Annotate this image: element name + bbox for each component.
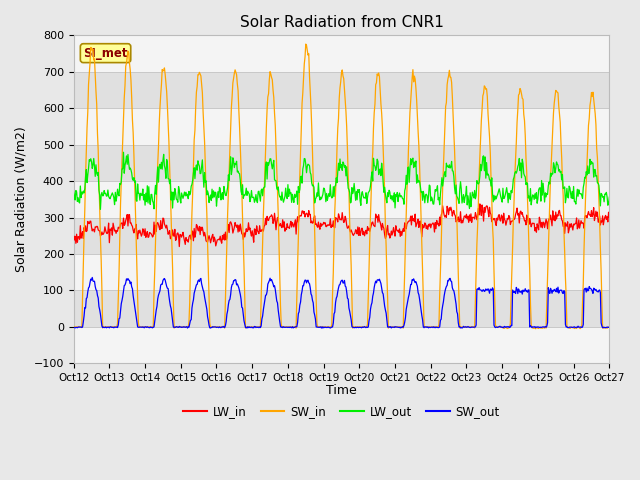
Title: Solar Radiation from CNR1: Solar Radiation from CNR1: [239, 15, 444, 30]
Bar: [74, 327, 609, 363]
Bar: [74, 217, 609, 254]
Bar: [74, 181, 609, 217]
SW_out: [335, 285, 342, 291]
Bar: [74, 36, 609, 72]
LW_in: [476, 201, 484, 207]
SW_in: [605, 324, 613, 330]
SW_in: [558, 155, 566, 161]
LW_out: [120, 149, 127, 155]
LW_out: [335, 160, 342, 166]
Bar: [74, 108, 609, 144]
LW_in: [386, 235, 394, 241]
Text: SI_met: SI_met: [83, 47, 128, 60]
Bar: [74, 72, 609, 108]
LW_in: [558, 217, 566, 223]
LW_in: [175, 244, 183, 250]
LW_out: [97, 206, 104, 212]
SW_in: [439, 185, 447, 191]
LW_out: [605, 194, 613, 200]
SW_in: [188, 236, 195, 241]
SW_out: [189, 300, 196, 306]
LW_in: [334, 219, 342, 225]
SW_out: [605, 324, 613, 330]
LW_out: [189, 178, 196, 183]
SW_out: [440, 299, 447, 305]
LW_out: [387, 196, 394, 202]
SW_in: [70, 324, 77, 330]
LW_out: [558, 177, 566, 183]
SW_out: [184, 325, 191, 331]
SW_in: [386, 324, 394, 330]
SW_in: [211, 324, 218, 330]
SW_in: [532, 326, 540, 332]
Line: SW_out: SW_out: [74, 277, 609, 328]
Bar: [74, 254, 609, 290]
SW_in: [302, 41, 310, 47]
Bar: [74, 290, 609, 327]
LW_out: [440, 177, 447, 183]
LW_in: [70, 233, 77, 239]
SW_out: [387, 324, 394, 330]
Legend: LW_in, SW_in, LW_out, SW_out: LW_in, SW_in, LW_out, SW_out: [179, 401, 504, 423]
SW_in: [334, 125, 342, 131]
Line: LW_in: LW_in: [74, 204, 609, 247]
LW_in: [211, 237, 219, 242]
SW_out: [88, 275, 96, 280]
Y-axis label: Solar Radiation (W/m2): Solar Radiation (W/m2): [15, 127, 28, 272]
LW_in: [439, 203, 447, 209]
SW_out: [70, 324, 77, 330]
Line: SW_in: SW_in: [74, 44, 609, 329]
Line: LW_out: LW_out: [74, 152, 609, 209]
SW_out: [558, 288, 566, 293]
SW_out: [212, 324, 220, 330]
Bar: [74, 144, 609, 181]
X-axis label: Time: Time: [326, 384, 357, 397]
LW_in: [605, 215, 613, 220]
LW_out: [212, 190, 220, 195]
LW_in: [188, 228, 196, 234]
LW_out: [70, 189, 77, 195]
